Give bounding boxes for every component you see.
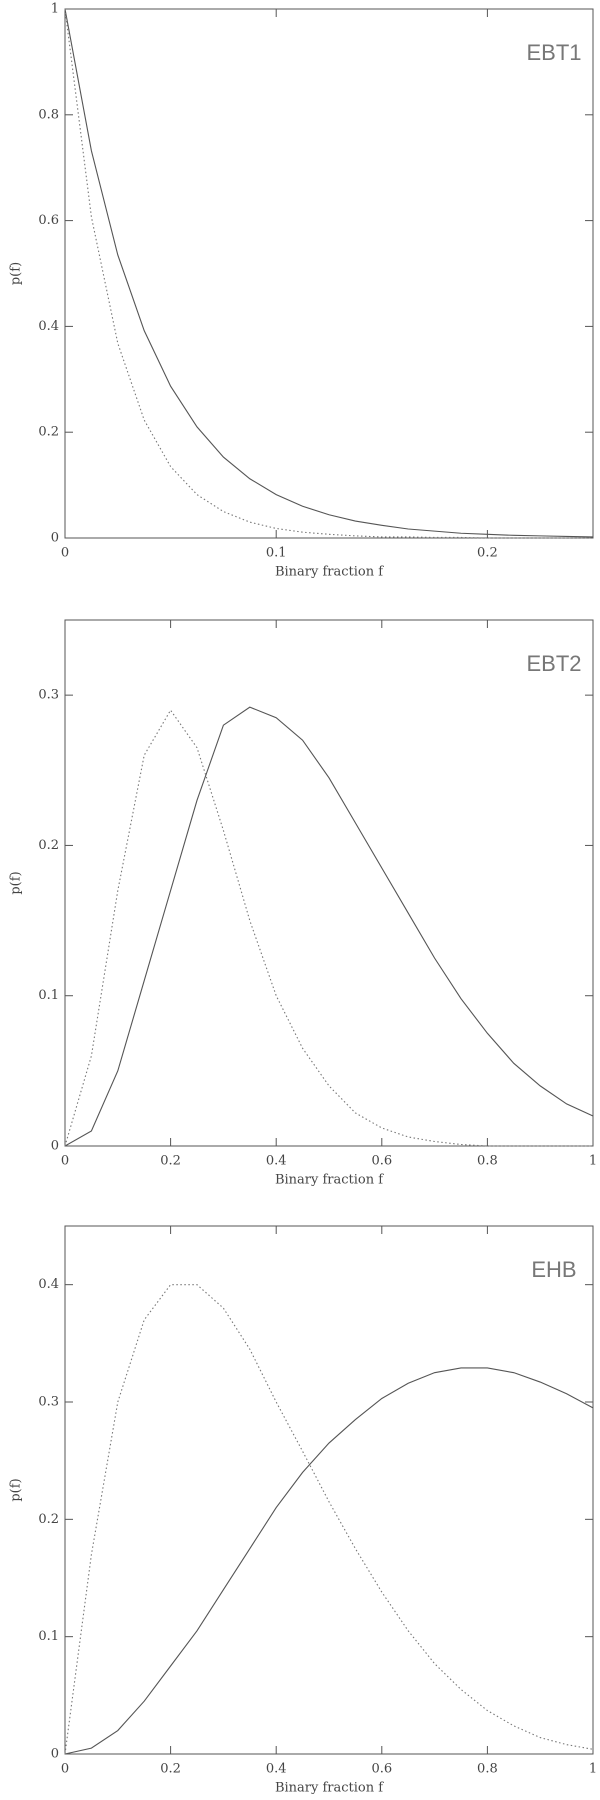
y-tick-label: 0.8 [38,107,59,122]
x-tick-label: 0.1 [266,546,287,561]
x-axis-label: Binary fraction f [275,1781,384,1796]
series-line [64,709,593,1147]
y-tick-label: 0.4 [38,1277,59,1292]
x-tick-label: 0.2 [160,1154,181,1169]
x-tick-label: 0.4 [266,1762,287,1777]
y-axis-label: p(f) [9,1478,24,1501]
annotation: EBT1 [526,40,581,65]
y-tick-label: 0.1 [38,988,59,1003]
series-line [64,706,594,1147]
annotation: EBT2 [526,651,581,676]
y-tick-label: 0.3 [38,688,59,703]
x-tick-label: 0.8 [477,1154,498,1169]
y-tick-label: 0.6 [38,213,59,228]
y-tick-label: 0 [51,1747,59,1762]
x-tick-label: 0.2 [160,1762,181,1777]
y-tick-label: 0.1 [38,1629,59,1644]
y-tick-label: 0.2 [38,425,59,440]
x-tick-label: 1 [589,1762,597,1777]
y-tick-label: 1 [51,2,59,17]
y-tick-label: 0.2 [38,1512,59,1527]
y-tick-label: 0.3 [38,1395,59,1410]
x-axis-label: Binary fraction f [275,565,384,580]
plot-frame [64,8,594,539]
annotation: EHB [531,1257,576,1282]
y-tick-label: 0.2 [38,838,59,853]
y-tick-label: 0 [51,531,59,546]
plot-frame [64,619,594,1147]
series-line [64,1284,594,1755]
x-tick-label: 0.2 [477,546,498,561]
plot-frame [64,1225,594,1755]
series-line [64,1367,594,1755]
x-tick-label: 0 [61,1154,69,1169]
x-tick-label: 0.6 [371,1154,392,1169]
y-axis-label: p(f) [9,871,24,894]
series-line [64,8,594,538]
y-tick-label: 0 [51,1139,59,1154]
series-line [64,8,593,539]
x-tick-label: 0.6 [371,1762,392,1777]
y-axis-label: p(f) [9,262,24,285]
x-tick-label: 0.8 [477,1762,498,1777]
x-tick-label: 0.4 [266,1154,287,1169]
y-tick-label: 0.4 [38,319,59,334]
x-tick-label: 0 [61,546,69,561]
x-axis-label: Binary fraction f [275,1173,384,1188]
x-tick-label: 1 [589,1154,597,1169]
x-tick-label: 0 [61,1762,69,1777]
